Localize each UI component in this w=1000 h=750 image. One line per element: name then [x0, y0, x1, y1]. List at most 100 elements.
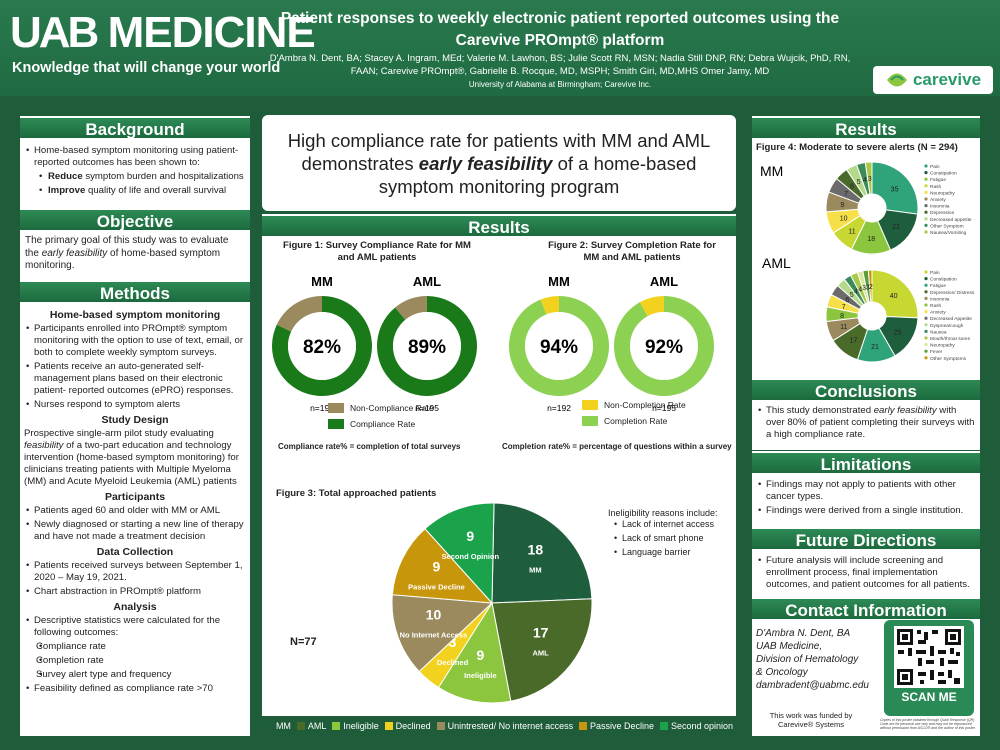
- slice-name: Ineligible: [464, 671, 497, 680]
- slice-value: 9: [433, 558, 441, 574]
- slice-label: 5: [857, 179, 861, 186]
- legend-marker: [924, 290, 928, 294]
- legend-entry: Insomnia: [930, 296, 950, 302]
- legend-entry: Decreased appetite: [930, 217, 972, 223]
- legend-entry: Other Symptom: [930, 223, 964, 229]
- donut-center-value: 89%: [408, 337, 446, 358]
- background-intro: Home-based symptom monitoring using pati…: [24, 145, 246, 169]
- slice-label: 3: [862, 285, 866, 292]
- legend-entry: Nausea/Vomiting: [930, 230, 967, 236]
- slice-passive-decline: [391, 528, 494, 604]
- slice-label: 18: [867, 236, 875, 243]
- results-heading: Results: [262, 214, 736, 238]
- background-bullet-1: Reduce symptom burden and hospitalizatio…: [24, 171, 246, 183]
- qr-code-card[interactable]: SCAN ME: [884, 620, 974, 716]
- legend-item: Second opinion: [659, 721, 733, 731]
- legend-item: Ineligible: [332, 721, 379, 731]
- legend-swatch: [582, 416, 598, 426]
- total-n: N=77: [290, 636, 317, 648]
- slice-label: 21: [892, 224, 900, 231]
- legend-entry: Mouth/throat sores: [930, 336, 971, 342]
- legend-entry: Anxiety: [930, 197, 946, 203]
- legend-swatch: [436, 722, 445, 730]
- slice-label: 10: [840, 216, 848, 223]
- ineligibility-item: Language barrier: [612, 546, 718, 558]
- limitations-section: Limitations Findings may not apply to pa…: [752, 451, 980, 527]
- slice-mm: [491, 502, 593, 604]
- slice-label: 11: [840, 324, 847, 331]
- data-collection-heading: Data Collection: [96, 546, 174, 558]
- participants-heading: Participants: [104, 491, 166, 503]
- slice-label: 8: [840, 313, 844, 320]
- legend-entry: Rash: [930, 184, 942, 190]
- slice-label: 3: [866, 284, 870, 291]
- donut-label: MM: [311, 274, 333, 289]
- donut-center-value: 82%: [303, 337, 341, 358]
- donut-hole: [525, 312, 593, 380]
- legend-marker: [924, 184, 928, 188]
- legend-item: Completion Rate: [582, 413, 686, 429]
- legend-swatch: [579, 722, 588, 730]
- legend-swatch: [659, 722, 668, 730]
- key-finding-line-3: symptom monitoring program: [378, 176, 620, 197]
- legend-entry: Insomnia: [930, 204, 950, 210]
- donut-label: AML: [413, 274, 441, 289]
- slice-compliance-rate: [272, 296, 372, 396]
- slice-label: 11: [848, 228, 855, 235]
- slice-non-completion-rate: [639, 296, 664, 317]
- legend-entry: Fever: [930, 349, 943, 355]
- legend-swatch: [264, 722, 273, 730]
- limitations-bullet: Findings may not apply to patients with …: [756, 479, 976, 503]
- legend-marker: [924, 223, 928, 227]
- methods-home-bullet: Patients receive an auto-generated self-…: [24, 361, 246, 397]
- analysis-item: Completion rate: [24, 655, 246, 667]
- slice-non-compliance-rate: [276, 296, 322, 332]
- donut-hole: [288, 312, 356, 380]
- key-finding-line-2: demonstrates early feasibility of a home…: [301, 153, 697, 174]
- legend-entry: Depression/ Distress: [930, 290, 975, 296]
- donut-center-value: 94%: [540, 337, 578, 358]
- legend-swatch: [328, 403, 344, 413]
- figure-2-title: Figure 2: Survey Completion Rate for MM …: [548, 240, 716, 263]
- legend-marker: [924, 171, 928, 175]
- legend-swatch: [296, 722, 305, 730]
- objective-text: The primary goal of this study was to ev…: [25, 235, 229, 271]
- donut-label: AML: [650, 274, 678, 289]
- legend-entry: Decreased Appetite: [930, 316, 972, 322]
- ineligibility-item: Lack of smart phone: [612, 532, 718, 544]
- slice-non-compliance-rate: [395, 296, 427, 320]
- slice-label: 35: [891, 186, 899, 193]
- background-bullet-2: Improve quality of life and overall surv…: [24, 185, 246, 197]
- legend-entry: Neuropathy: [930, 190, 955, 196]
- participants-bullet: Newly diagnosed or starting a new line o…: [24, 519, 246, 543]
- study-design-heading: Study Design: [101, 414, 169, 426]
- donut-hole: [630, 312, 698, 380]
- legend-item: Unintrested/ No internet access: [436, 721, 573, 731]
- home-monitoring-heading: Home-based symptom monitoring: [49, 309, 221, 321]
- figure-3-title: Figure 3: Total approached patients: [276, 488, 437, 499]
- figure-1-chart: MM 82% n=192 AML 89% n=195: [272, 274, 477, 413]
- key-finding-line-1: High compliance rate for patients with M…: [287, 130, 711, 151]
- figure-1-legend: Non-Compliance Rate Compliance Rate: [328, 400, 434, 432]
- slice-aml: [491, 598, 593, 702]
- slice-ineligible: [437, 601, 512, 704]
- slice-no-internet-access: [391, 594, 494, 673]
- data-collection-bullet: Patients received surveys between Septem…: [24, 560, 246, 584]
- scan-me-label: SCAN ME: [901, 690, 957, 704]
- donut-n: n=195: [415, 403, 439, 413]
- key-finding-box: High compliance rate for patients with M…: [262, 115, 736, 211]
- completion-definition: Completion rate% = percentage of questio…: [502, 442, 732, 451]
- donut-label: MM: [548, 274, 570, 289]
- legend-item: AML: [296, 721, 326, 731]
- legend-marker: [924, 336, 928, 340]
- donut-hole: [393, 312, 461, 380]
- qr-code-icon[interactable]: [894, 626, 964, 688]
- legend-marker: [924, 310, 928, 314]
- contact-name: D'Ambra N. Dent, BA: [756, 628, 851, 639]
- ineligibility-item: Lack of internet access: [612, 518, 718, 530]
- legend-entry: Constipation: [930, 277, 957, 283]
- figure-2-legend: Non-Completion Rate Completion Rate: [582, 397, 686, 429]
- slice-name: Passive Decline: [408, 582, 465, 591]
- results-section: Results Figure 1: Survey Compliance Rate…: [262, 214, 736, 736]
- legend-entry: Neuropathy: [930, 343, 955, 349]
